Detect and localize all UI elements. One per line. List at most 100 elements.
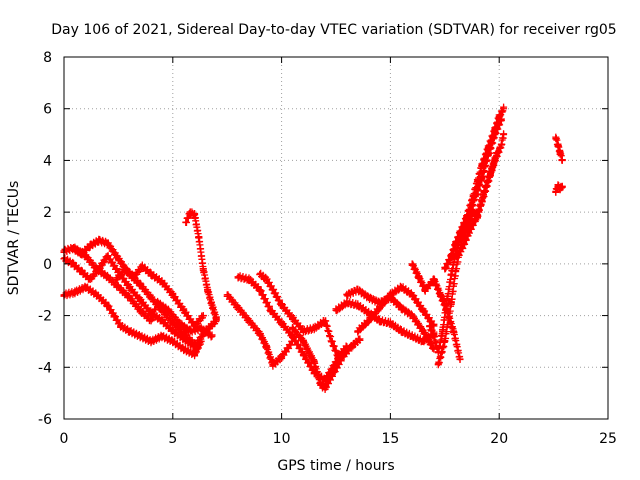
data-point	[495, 112, 503, 120]
data-point	[441, 337, 449, 345]
data-point	[130, 273, 138, 281]
series-6	[182, 208, 220, 322]
data-point	[558, 156, 566, 164]
data-point	[136, 281, 144, 289]
x-tick-label: 25	[599, 431, 617, 447]
data-point	[497, 141, 505, 149]
y-tick-label: -6	[38, 412, 52, 428]
x-tick-label: 15	[381, 431, 399, 447]
series-9	[256, 269, 351, 361]
data-point	[552, 133, 560, 141]
data-point	[117, 322, 125, 330]
data-point	[125, 327, 133, 335]
data-point	[86, 242, 94, 250]
data-point	[195, 234, 203, 242]
data-point	[234, 304, 242, 312]
data-point	[397, 283, 405, 291]
data-point	[299, 337, 307, 345]
data-point	[180, 335, 188, 343]
data-point	[112, 265, 120, 273]
data-point	[288, 337, 296, 345]
data-point	[180, 345, 188, 353]
x-axis-label: GPS time / hours	[277, 458, 394, 474]
data-point	[408, 291, 416, 299]
series-points	[552, 134, 566, 164]
data-point	[104, 273, 112, 281]
data-point	[491, 125, 499, 133]
series-10	[288, 323, 364, 393]
data-point	[256, 286, 264, 294]
data-point	[191, 350, 199, 358]
data-point	[147, 317, 155, 325]
data-point	[199, 312, 207, 320]
data-point	[456, 234, 464, 242]
data-point	[397, 327, 405, 335]
data-point	[82, 283, 90, 291]
data-point	[484, 144, 492, 151]
x-tick-label: 5	[168, 431, 177, 447]
data-point	[245, 317, 253, 325]
data-point	[169, 327, 177, 335]
data-point	[452, 252, 460, 260]
data-point	[197, 325, 205, 332]
data-point	[347, 343, 355, 351]
data-point	[208, 332, 216, 340]
data-point	[493, 149, 501, 157]
data-point	[443, 296, 451, 304]
data-point	[447, 299, 455, 307]
data-point	[256, 270, 264, 278]
data-point	[104, 301, 112, 309]
data-point	[234, 273, 242, 281]
data-point	[343, 299, 351, 307]
data-point	[552, 187, 560, 195]
data-point	[71, 244, 79, 252]
data-point	[169, 337, 177, 345]
data-point	[136, 332, 144, 340]
data-point	[147, 293, 155, 301]
data-point	[288, 314, 296, 322]
data-point	[169, 291, 177, 299]
y-tick-label: 0	[43, 257, 52, 273]
data-point	[136, 306, 144, 314]
series-points	[289, 323, 364, 393]
data-point	[114, 283, 122, 291]
data-point	[121, 265, 129, 273]
data-point	[500, 131, 508, 139]
series-20	[552, 133, 566, 164]
data-point	[408, 260, 416, 268]
data-point	[299, 327, 307, 335]
data-point	[473, 177, 481, 185]
data-point	[69, 260, 77, 268]
data-point	[456, 356, 464, 364]
data-point	[256, 330, 264, 338]
x-tick-label: 0	[60, 431, 69, 447]
series-17	[441, 103, 508, 273]
data-point	[421, 286, 429, 294]
data-point	[147, 337, 155, 345]
data-point	[104, 252, 112, 260]
data-point	[180, 306, 188, 314]
y-tick-label: -4	[38, 360, 52, 376]
data-point	[154, 299, 162, 307]
series-4	[71, 243, 216, 341]
data-point	[376, 317, 384, 325]
plot-frame	[63, 56, 609, 420]
data-point	[278, 353, 286, 361]
data-point	[86, 275, 94, 283]
data-point	[328, 337, 336, 345]
data-point	[376, 304, 384, 312]
data-point	[110, 312, 118, 320]
data-point	[419, 306, 427, 314]
data-point	[138, 262, 146, 270]
y-tick-label: 6	[43, 102, 52, 118]
data-point	[169, 319, 177, 327]
data-point	[486, 169, 494, 177]
series-1	[60, 282, 205, 360]
data-point	[186, 327, 194, 335]
data-point	[299, 350, 307, 358]
data-point	[125, 283, 133, 291]
data-point	[147, 270, 155, 278]
series-12	[343, 285, 438, 353]
data-point	[469, 208, 477, 216]
data-point	[386, 319, 394, 327]
